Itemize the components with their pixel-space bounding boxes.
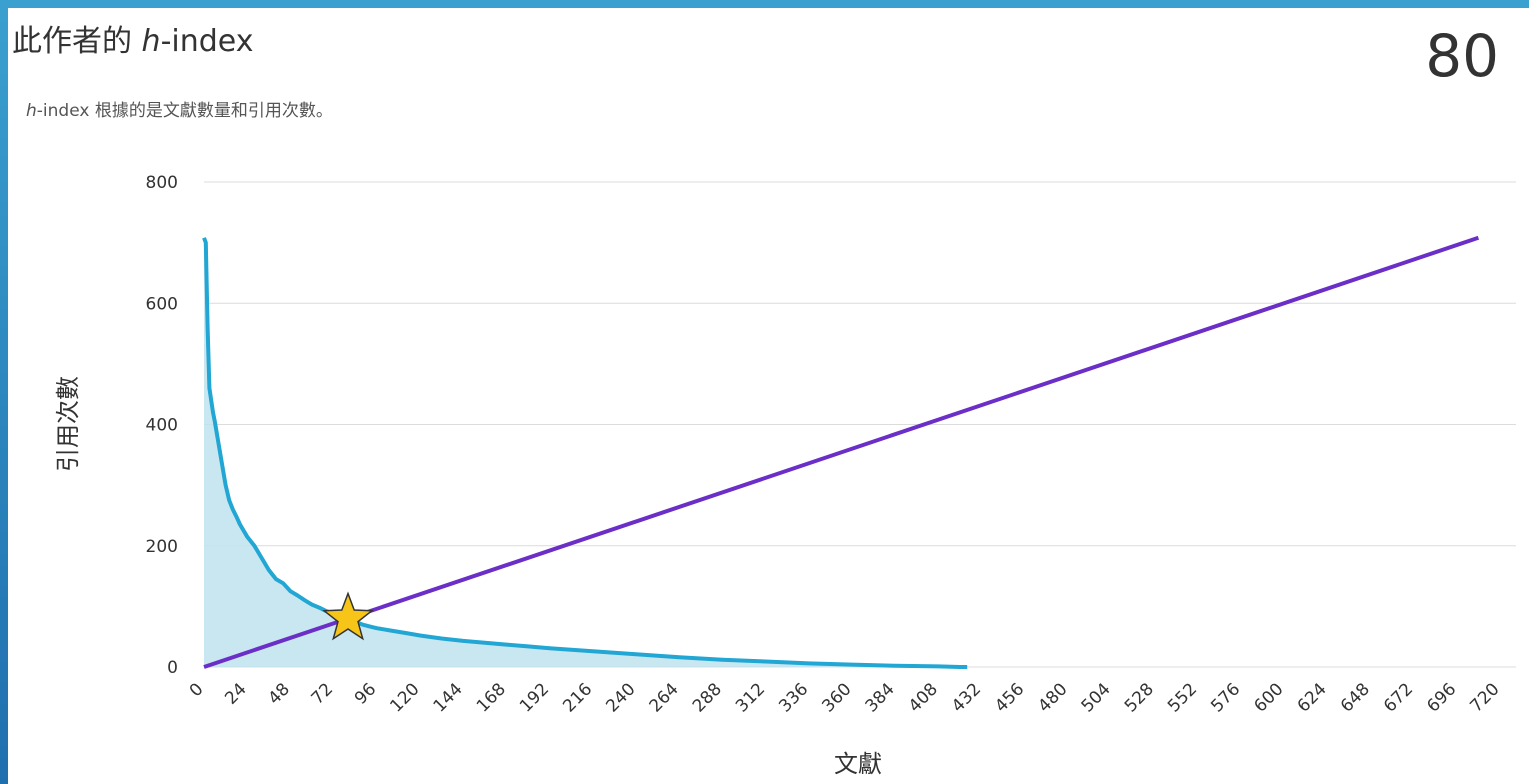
citations-area-fill bbox=[204, 237, 968, 668]
x-tick-720: 720 bbox=[1466, 679, 1503, 716]
x-tick-168: 168 bbox=[473, 679, 510, 716]
citations-line bbox=[202, 237, 968, 669]
title-h: h bbox=[141, 24, 161, 59]
y-tick-0: 0 bbox=[167, 658, 178, 678]
x-axis-title: 文獻 bbox=[834, 750, 882, 778]
x-tick-504: 504 bbox=[1078, 679, 1115, 716]
x-tick-312: 312 bbox=[732, 679, 769, 716]
x-tick-576: 576 bbox=[1207, 679, 1244, 716]
x-tick-192: 192 bbox=[516, 679, 553, 716]
x-tick-144: 144 bbox=[430, 679, 467, 716]
x-tick-labels: 0 24 48 72 96 120 144 168 192 216 240 264 288 312 336 3… bbox=[186, 679, 1504, 716]
y-tick-400: 400 bbox=[146, 416, 178, 436]
x-tick-336: 336 bbox=[775, 679, 812, 716]
gridlines bbox=[204, 181, 1516, 668]
y-tick-labels: 0 200 400 600 800 bbox=[146, 173, 178, 678]
h-index-star-marker bbox=[322, 591, 374, 641]
x-tick-480: 480 bbox=[1034, 679, 1071, 716]
chart-subtitle: h-index 根據的是文獻數量和引用次數。 bbox=[26, 96, 333, 121]
x-tick-0: 0 bbox=[186, 679, 208, 701]
top-band bbox=[0, 0, 1529, 8]
x-tick-264: 264 bbox=[646, 679, 683, 716]
series-layer bbox=[202, 235, 1480, 669]
y-axis-title: 引用次數 bbox=[54, 376, 82, 472]
left-band bbox=[0, 0, 8, 784]
x-tick-648: 648 bbox=[1337, 679, 1374, 716]
x-tick-624: 624 bbox=[1294, 679, 1331, 716]
x-tick-48: 48 bbox=[264, 679, 293, 708]
chart-title: 此作者的 h-index bbox=[12, 16, 253, 60]
subtitle-rest: -index 根據的是文獻數量和引用次數。 bbox=[36, 101, 333, 121]
y-tick-200: 200 bbox=[146, 537, 178, 557]
x-tick-216: 216 bbox=[559, 679, 596, 716]
x-tick-24: 24 bbox=[221, 679, 250, 708]
x-tick-288: 288 bbox=[689, 679, 726, 716]
y-tick-800: 800 bbox=[146, 173, 178, 193]
x-tick-120: 120 bbox=[386, 679, 423, 716]
x-tick-72: 72 bbox=[308, 679, 337, 708]
x-tick-456: 456 bbox=[991, 679, 1028, 716]
x-tick-384: 384 bbox=[862, 679, 899, 716]
x-tick-528: 528 bbox=[1121, 679, 1158, 716]
title-prefix: 此作者的 bbox=[12, 24, 142, 59]
x-tick-432: 432 bbox=[948, 679, 985, 716]
subtitle-h: h bbox=[26, 101, 37, 121]
x-tick-696: 696 bbox=[1423, 679, 1460, 716]
h-index-value: 80 bbox=[1425, 22, 1499, 90]
x-tick-96: 96 bbox=[351, 679, 380, 708]
y-tick-600: 600 bbox=[146, 294, 178, 314]
h-index-diagonal bbox=[203, 235, 1480, 669]
x-tick-360: 360 bbox=[818, 679, 855, 716]
x-tick-408: 408 bbox=[905, 679, 942, 716]
x-tick-552: 552 bbox=[1164, 679, 1201, 716]
x-tick-672: 672 bbox=[1380, 679, 1417, 716]
x-tick-600: 600 bbox=[1250, 679, 1287, 716]
x-tick-240: 240 bbox=[602, 679, 639, 716]
title-suffix: -index bbox=[160, 24, 254, 59]
